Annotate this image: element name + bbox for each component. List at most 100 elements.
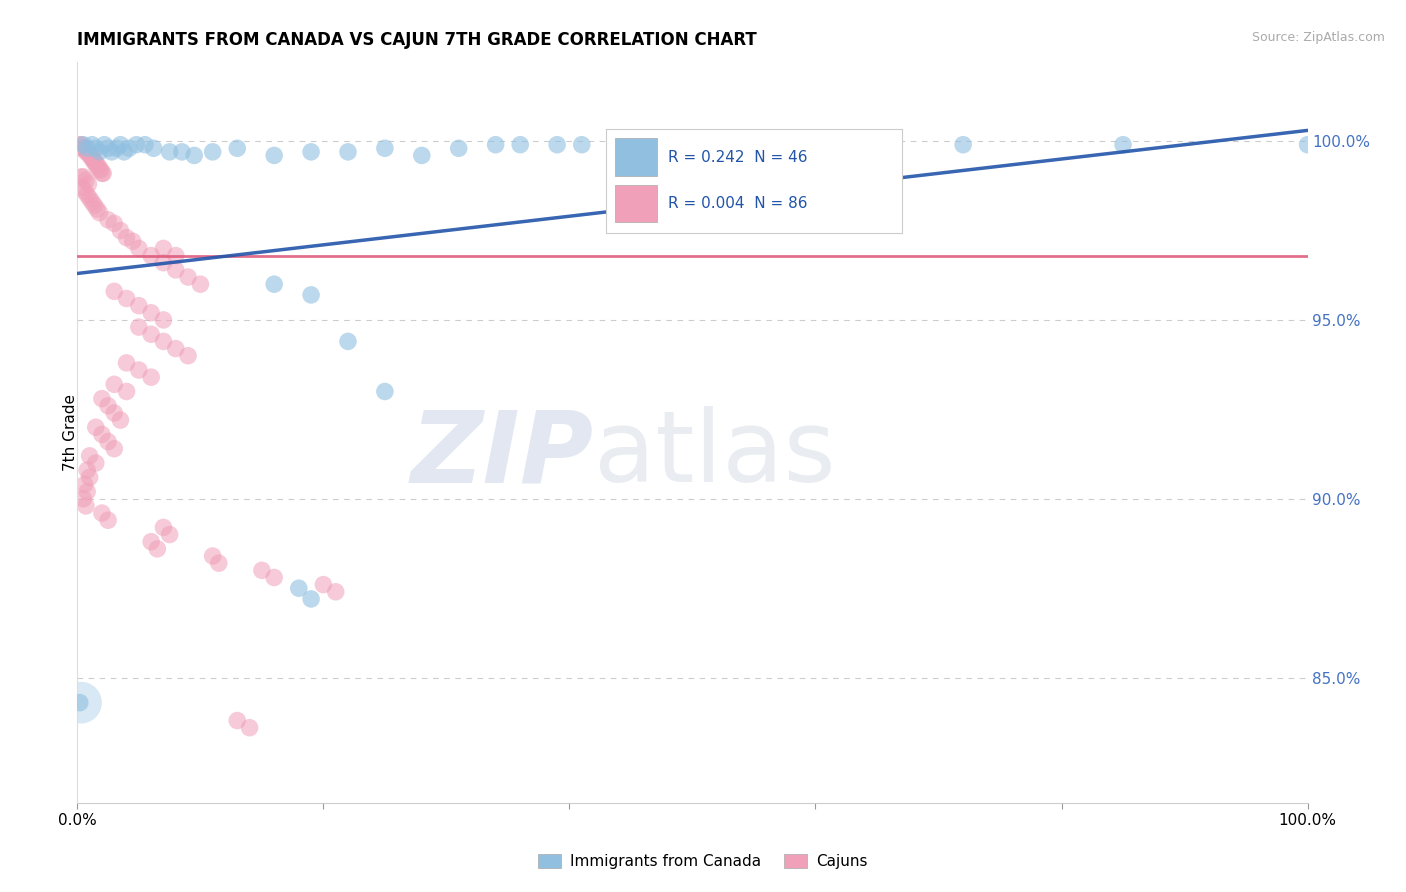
Point — [288, 581, 311, 595]
Point — [250, 563, 273, 577]
Point — [141, 306, 163, 320]
Point — [337, 334, 360, 349]
Point — [374, 384, 396, 399]
Point — [84, 456, 107, 470]
Point — [706, 137, 728, 152]
Point — [239, 721, 262, 735]
Point — [866, 137, 889, 152]
Point — [804, 137, 827, 152]
Point — [93, 137, 115, 152]
Point — [110, 137, 132, 152]
Point — [72, 137, 94, 152]
Point — [70, 169, 93, 184]
Point — [70, 180, 93, 194]
Point — [165, 342, 187, 356]
Point — [263, 570, 285, 584]
Text: R = 0.242  N = 46: R = 0.242 N = 46 — [668, 150, 808, 164]
Point — [337, 145, 360, 159]
Point — [73, 184, 96, 198]
Point — [571, 137, 593, 152]
Point — [103, 216, 125, 230]
Point — [141, 534, 163, 549]
Point — [101, 145, 124, 159]
Point — [134, 137, 156, 152]
Point — [76, 484, 98, 499]
Point — [125, 137, 148, 152]
Point — [76, 463, 98, 477]
Point — [76, 141, 98, 155]
Point — [75, 145, 97, 159]
Point — [299, 591, 322, 606]
Point — [128, 363, 150, 377]
Point — [86, 159, 108, 173]
Point — [79, 449, 101, 463]
Text: R = 0.004  N = 86: R = 0.004 N = 86 — [668, 196, 808, 211]
Point — [152, 334, 174, 349]
Point — [115, 384, 138, 399]
Point — [83, 198, 105, 212]
Point — [177, 349, 200, 363]
Point — [190, 277, 212, 292]
Point — [141, 370, 163, 384]
Point — [105, 141, 128, 155]
Point — [97, 212, 120, 227]
Point — [152, 242, 174, 256]
Point — [411, 148, 433, 162]
Point — [115, 230, 138, 244]
Point — [128, 299, 150, 313]
Point — [97, 141, 120, 155]
Point — [263, 148, 285, 162]
Point — [72, 141, 94, 155]
Text: IMMIGRANTS FROM CANADA VS CAJUN 7TH GRADE CORRELATION CHART: IMMIGRANTS FROM CANADA VS CAJUN 7TH GRAD… — [77, 31, 756, 49]
Point — [86, 202, 108, 216]
Point — [77, 145, 100, 159]
Point — [546, 137, 568, 152]
Point — [79, 191, 101, 205]
Point — [485, 137, 508, 152]
Point — [312, 577, 335, 591]
Point — [165, 263, 187, 277]
Point — [76, 187, 98, 202]
Point — [146, 541, 169, 556]
Point — [97, 434, 120, 449]
Point — [72, 169, 94, 184]
Point — [80, 148, 103, 162]
Point — [72, 491, 94, 506]
Point — [165, 249, 187, 263]
Point — [1296, 137, 1319, 152]
Point — [89, 205, 111, 219]
Point — [159, 145, 181, 159]
Point — [76, 145, 98, 159]
Point — [75, 499, 97, 513]
Point — [208, 556, 231, 570]
Point — [70, 141, 93, 155]
Point — [69, 696, 91, 710]
Point — [103, 406, 125, 420]
Point — [73, 141, 96, 155]
Point — [90, 392, 114, 406]
Point — [82, 152, 104, 166]
Point — [69, 137, 91, 152]
Point — [112, 145, 135, 159]
Text: ZIP: ZIP — [411, 407, 595, 503]
Point — [82, 194, 104, 209]
Point — [952, 137, 974, 152]
Point — [83, 155, 105, 169]
Text: atlas: atlas — [595, 407, 835, 503]
Point — [87, 159, 110, 173]
Point — [447, 141, 470, 155]
Point — [90, 162, 112, 177]
Point — [103, 442, 125, 456]
Point — [226, 714, 249, 728]
Point — [82, 137, 104, 152]
Y-axis label: 7th Grade: 7th Grade — [63, 394, 77, 471]
Point — [509, 137, 531, 152]
Point — [299, 288, 322, 302]
Point — [84, 141, 107, 155]
Point — [201, 145, 224, 159]
Point — [263, 277, 285, 292]
Point — [73, 477, 96, 491]
Point — [89, 162, 111, 177]
Point — [97, 513, 120, 527]
Point — [90, 166, 114, 180]
